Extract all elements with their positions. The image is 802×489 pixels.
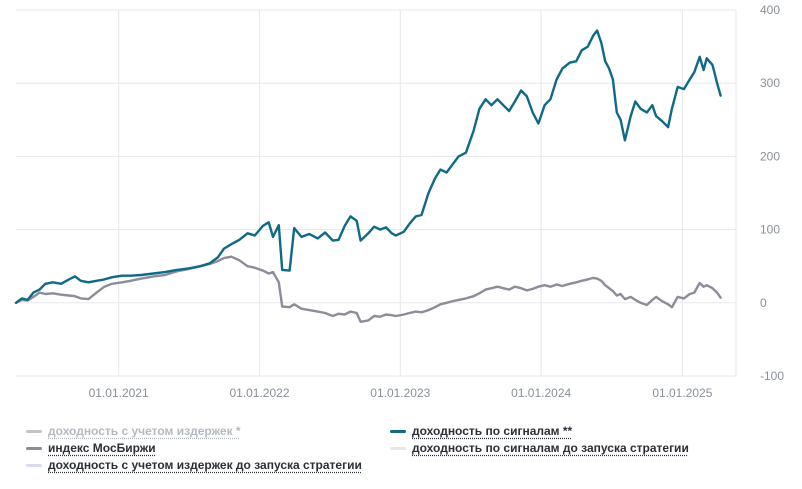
- y-tick-label: 300: [760, 76, 780, 90]
- x-tick-label: 01.01.2025: [652, 386, 712, 400]
- grid-lines: [16, 9, 737, 377]
- series-line-moex: [14, 255, 722, 323]
- x-tick-label: 01.01.2021: [89, 386, 149, 400]
- legend-swatch-moex: [26, 446, 42, 450]
- series-lines: [14, 29, 722, 323]
- legend-item-moex[interactable]: индекс МосБиржи: [26, 441, 156, 455]
- y-tick-label: -100: [760, 369, 784, 383]
- y-tick-label: 400: [760, 3, 780, 17]
- series-line-signals: [14, 29, 722, 304]
- legend-swatch-costs-pre: [26, 463, 42, 467]
- y-tick-label: 200: [760, 149, 780, 163]
- x-tick-label: 01.01.2023: [370, 386, 430, 400]
- legend-item-costs[interactable]: доходность с учетом издержек *: [26, 424, 241, 438]
- legend-item-costs-pre[interactable]: доходность с учетом издержек до запуска …: [26, 458, 362, 472]
- legend-swatch-costs: [26, 429, 42, 433]
- x-tick-label: 01.01.2022: [229, 386, 289, 400]
- y-tick-label: 0: [760, 296, 767, 310]
- legend-label-costs: доходность с учетом издержек *: [48, 424, 241, 438]
- legend-label-moex: индекс МосБиржи: [48, 441, 156, 455]
- x-tick-label: 01.01.2024: [511, 386, 571, 400]
- legend-swatch-signals-pre: [390, 446, 406, 450]
- legend-item-signals[interactable]: доходность по сигналам **: [390, 424, 572, 438]
- legend-swatch-signals: [390, 429, 406, 433]
- y-axis-ticks: 400 300 200 100 0 -100: [760, 3, 784, 383]
- x-axis-ticks: 01.01.2021 01.01.2022 01.01.2023 01.01.2024…: [89, 386, 713, 400]
- legend-label-signals-pre: доходность по сигналам до запуска страте…: [412, 441, 689, 455]
- legend-label-signals: доходность по сигналам **: [412, 424, 573, 438]
- legend-item-signals-pre[interactable]: доходность по сигналам до запуска страте…: [390, 441, 689, 455]
- y-tick-label: 100: [760, 223, 780, 237]
- legend-label-costs-pre: доходность с учетом издержек до запуска …: [48, 458, 362, 472]
